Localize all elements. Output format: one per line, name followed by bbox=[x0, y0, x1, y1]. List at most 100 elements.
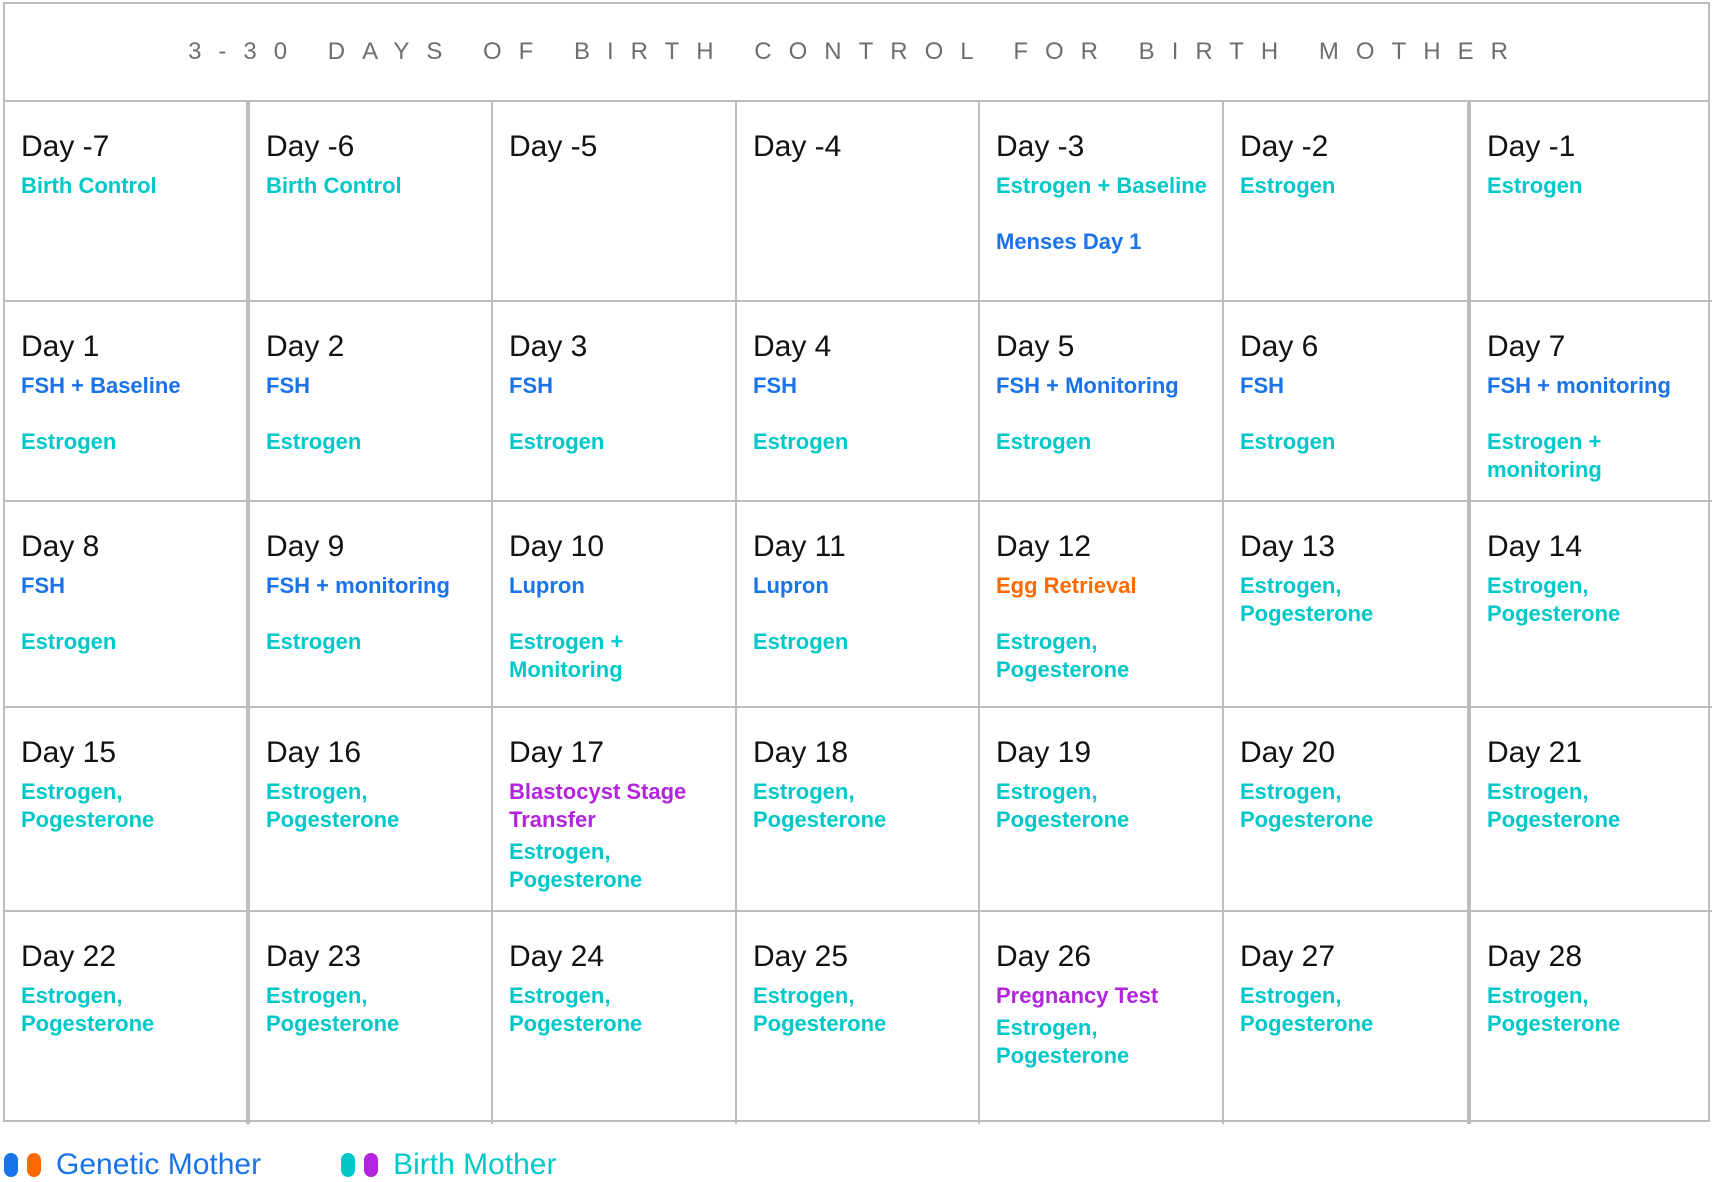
day-label: Day 17 bbox=[509, 736, 605, 769]
day-cell: Day -5 bbox=[493, 102, 737, 302]
treatment-item: Estrogen bbox=[21, 629, 117, 654]
treatment-item: FSH + monitoring bbox=[266, 573, 450, 598]
day-label: Day -5 bbox=[509, 130, 598, 163]
day-label: Day 5 bbox=[996, 330, 1075, 363]
treatment-item: FSH + Baseline bbox=[21, 373, 181, 398]
day-label: Day 12 bbox=[996, 530, 1092, 563]
calendar-grid: Day -7 Birth Control Day -6 Birth Control Da… bbox=[5, 102, 1712, 1124]
day-cell: Day 1 FSH + Baseline Estrogen bbox=[5, 302, 248, 502]
treatment-item: Estrogen bbox=[266, 629, 362, 654]
day-label: Day 24 bbox=[509, 940, 605, 973]
day-cell: Day 19 Estrogen, Pogesterone bbox=[980, 708, 1224, 912]
day-label: Day 23 bbox=[266, 940, 362, 973]
day-label: Day -1 bbox=[1487, 130, 1576, 163]
treatment-item: Estrogen, Pogesterone bbox=[996, 779, 1130, 832]
day-label: Day 13 bbox=[1240, 530, 1336, 563]
day-cell: Day 14 Estrogen, Pogesterone bbox=[1469, 502, 1712, 708]
treatment-item: Estrogen bbox=[1487, 173, 1583, 198]
treatment-item: Estrogen, Pogesterone bbox=[1487, 983, 1621, 1036]
day-cell: Day -3 Estrogen + Baseline Menses Day 1 bbox=[980, 102, 1224, 302]
day-label: Day 11 bbox=[753, 530, 846, 563]
day-cell: Day 2 FSH Estrogen bbox=[248, 302, 493, 502]
day-cell: Day 27 Estrogen, Pogesterone bbox=[1224, 912, 1469, 1124]
day-label: Day 8 bbox=[21, 530, 100, 563]
day-label: Day 22 bbox=[21, 940, 117, 973]
day-label: Day 20 bbox=[1240, 736, 1336, 769]
day-label: Day -6 bbox=[266, 130, 355, 163]
day-cell: Day 20 Estrogen, Pogesterone bbox=[1224, 708, 1469, 912]
color-pill-icon bbox=[341, 1153, 356, 1177]
color-pill-icon bbox=[4, 1153, 18, 1177]
day-label: Day 14 bbox=[1487, 530, 1583, 563]
day-label: Day -3 bbox=[996, 130, 1085, 163]
treatment-item: Estrogen, Pogesterone bbox=[509, 983, 643, 1036]
day-cell: Day 12 Egg Retrieval Estrogen, Pogesterone bbox=[980, 502, 1224, 708]
treatment-item: Estrogen, Pogesterone bbox=[1487, 779, 1621, 832]
treatment-item: Estrogen, Pogesterone bbox=[1240, 779, 1374, 832]
day-cell: Day 11 Lupron Estrogen bbox=[737, 502, 980, 708]
day-cell: Day 3 FSH Estrogen bbox=[493, 302, 737, 502]
day-cell: Day 24 Estrogen, Pogesterone bbox=[493, 912, 737, 1124]
day-label: Day 19 bbox=[996, 736, 1092, 769]
day-label: Day -4 bbox=[753, 130, 842, 163]
day-label: Day 2 bbox=[266, 330, 345, 363]
treatment-item: Estrogen, Pogesterone bbox=[509, 839, 643, 892]
day-label: Day 7 bbox=[1487, 330, 1566, 363]
day-label: Day 3 bbox=[509, 330, 588, 363]
day-cell: Day 7 FSH + monitoring Estrogen + monitori… bbox=[1469, 302, 1712, 502]
day-cell: Day -2 Estrogen bbox=[1224, 102, 1469, 302]
treatment-item: Egg Retrieval bbox=[996, 573, 1137, 598]
treatment-item: Estrogen + Baseline bbox=[996, 173, 1207, 198]
treatment-item: FSH bbox=[509, 373, 553, 398]
legend-entry: Genetic Mother bbox=[4, 1148, 261, 1182]
treatment-item: Pregnancy Test bbox=[996, 983, 1159, 1008]
treatment-item: Estrogen, Pogesterone bbox=[1487, 573, 1621, 626]
day-label: Day 4 bbox=[753, 330, 832, 363]
legend-label: Birth Mother bbox=[393, 1148, 557, 1181]
day-cell: Day 21 Estrogen, Pogesterone bbox=[1469, 708, 1712, 912]
treatment-item: Estrogen + monitoring bbox=[1487, 429, 1602, 482]
day-label: Day 1 bbox=[21, 330, 100, 363]
treatment-item: Menses Day 1 bbox=[996, 229, 1142, 254]
treatment-item: Blastocyst Stage Transfer bbox=[509, 779, 687, 832]
treatment-item: Estrogen bbox=[753, 429, 849, 454]
day-label: Day 18 bbox=[753, 736, 849, 769]
day-cell: Day 15 Estrogen, Pogesterone bbox=[5, 708, 248, 912]
day-cell: Day 23 Estrogen, Pogesterone bbox=[248, 912, 493, 1124]
treatment-item: FSH bbox=[1240, 373, 1284, 398]
treatment-item: Estrogen, Pogesterone bbox=[266, 983, 400, 1036]
treatment-item: FSH bbox=[266, 373, 310, 398]
treatment-item: Lupron bbox=[753, 573, 829, 598]
treatment-item: Estrogen + Monitoring bbox=[509, 629, 624, 682]
schedule-table: 3-30 DAYS OF BIRTH CONTROL FOR BIRTH MOT… bbox=[3, 2, 1712, 1124]
treatment-item: FSH + monitoring bbox=[1487, 373, 1671, 398]
day-label: Day -2 bbox=[1240, 130, 1329, 163]
treatment-item: Estrogen, Pogesterone bbox=[266, 779, 400, 832]
treatment-item: Estrogen bbox=[753, 629, 849, 654]
day-cell: Day 26 Pregnancy Test Estrogen, Pogesteron… bbox=[980, 912, 1224, 1124]
treatment-item: Estrogen, Pogesterone bbox=[753, 779, 887, 832]
legend: Genetic Mother Birth Mother bbox=[4, 1148, 636, 1182]
day-label: Day 15 bbox=[21, 736, 117, 769]
day-label: Day 27 bbox=[1240, 940, 1336, 973]
treatment-item: Estrogen, Pogesterone bbox=[996, 629, 1130, 682]
treatment-item: Estrogen bbox=[21, 429, 117, 454]
day-label: Day 28 bbox=[1487, 940, 1583, 973]
treatment-item: Estrogen bbox=[266, 429, 362, 454]
treatment-item: Estrogen, Pogesterone bbox=[753, 983, 887, 1036]
day-label: Day 6 bbox=[1240, 330, 1319, 363]
treatment-item: Estrogen, Pogesterone bbox=[21, 779, 155, 832]
treatment-item: Birth Control bbox=[266, 173, 402, 198]
treatment-item: Estrogen bbox=[1240, 173, 1336, 198]
day-cell: Day 16 Estrogen, Pogesterone bbox=[248, 708, 493, 912]
day-cell: Day 22 Estrogen, Pogesterone bbox=[5, 912, 248, 1124]
day-cell: Day -4 bbox=[737, 102, 980, 302]
day-cell: Day 9 FSH + monitoring Estrogen bbox=[248, 502, 493, 708]
day-cell: Day 13 Estrogen, Pogesterone bbox=[1224, 502, 1469, 708]
treatment-item: Estrogen, Pogesterone bbox=[1240, 983, 1374, 1036]
treatment-item: Estrogen, Pogesterone bbox=[21, 983, 155, 1036]
legend-label: Genetic Mother bbox=[56, 1148, 262, 1181]
day-cell: Day 18 Estrogen, Pogesterone bbox=[737, 708, 980, 912]
day-label: Day 16 bbox=[266, 736, 362, 769]
treatment-item: Estrogen bbox=[509, 429, 605, 454]
